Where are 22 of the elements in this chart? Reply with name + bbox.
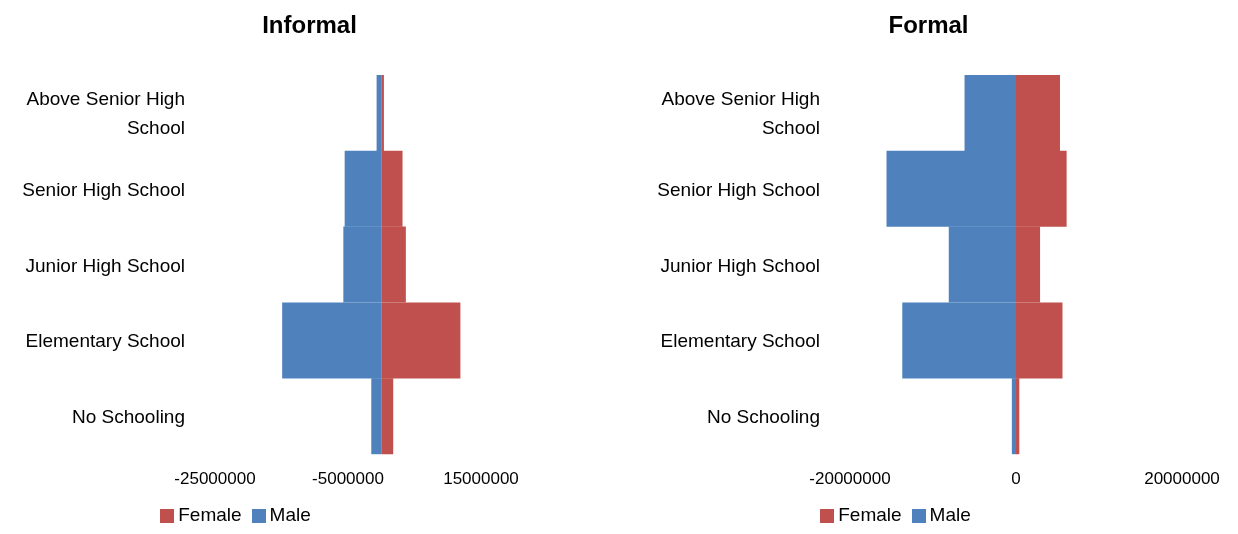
y-tick-label: Elementary School xyxy=(25,329,185,351)
y-tick-label: No Schooling xyxy=(71,405,185,427)
legend-label: Female xyxy=(178,504,242,525)
y-tick-label: Elementary School xyxy=(660,329,820,351)
y-tick-label: No Schooling xyxy=(706,405,820,427)
legend-label: Male xyxy=(269,504,311,525)
legend-label: Male xyxy=(929,504,971,525)
y-tick-label: Above Senior High School xyxy=(661,87,820,138)
y-tick-label: Senior High School xyxy=(657,178,820,200)
x-tick-label: 20000000 xyxy=(1144,469,1220,489)
y-tick-label: Junior High School xyxy=(660,254,820,275)
x-tick-label: -20000000 xyxy=(809,469,891,489)
legend-label: Female xyxy=(838,504,902,525)
y-tick-label: Junior High School xyxy=(25,254,185,275)
chart-title: Informal xyxy=(261,10,358,40)
y-tick-label: Senior High School xyxy=(22,178,185,200)
y-tick-label: Above Senior High School xyxy=(26,87,185,138)
x-tick-label: 15000000 xyxy=(443,469,519,489)
x-tick-label: -25000000 xyxy=(174,469,256,489)
chart-title: Formal xyxy=(887,10,970,40)
x-tick-label: 0 xyxy=(1011,469,1021,489)
x-tick-label: -5000000 xyxy=(312,469,384,489)
